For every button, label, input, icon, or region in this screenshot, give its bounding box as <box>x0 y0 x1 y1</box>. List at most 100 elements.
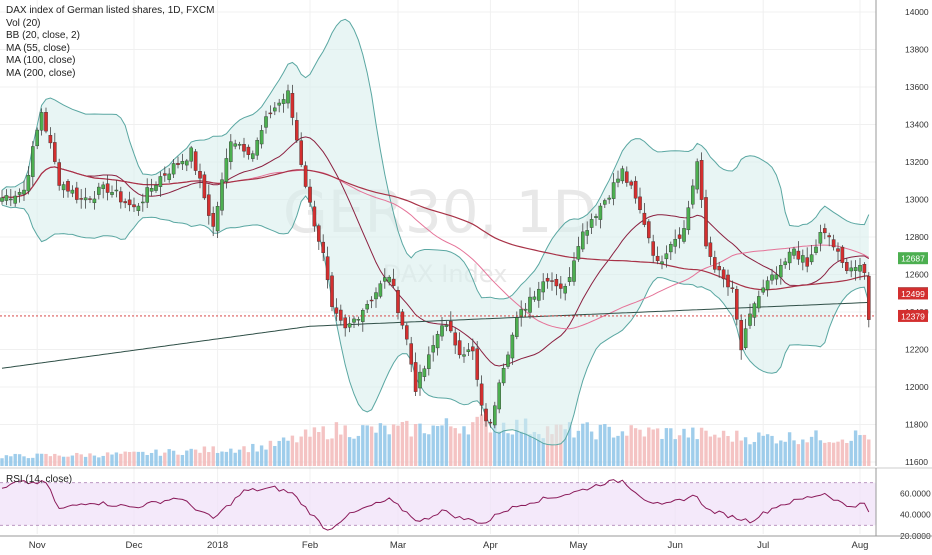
candle-body <box>726 274 730 288</box>
candle-body <box>184 160 189 166</box>
volume-bar <box>61 456 66 466</box>
volume-bar <box>405 420 409 466</box>
volume-bar <box>220 451 224 466</box>
study-bb-label[interactable]: BB (20, close, 2) <box>6 30 80 41</box>
candle-body <box>704 197 708 247</box>
volume-bar <box>422 433 427 466</box>
candle-body <box>849 267 853 272</box>
volume-bar <box>35 453 39 466</box>
candle-body <box>497 382 502 410</box>
volume-bar <box>867 439 871 466</box>
volume-bar <box>163 452 167 466</box>
price-badge <box>898 252 928 265</box>
candle-body <box>273 107 277 112</box>
candle-body <box>823 228 827 234</box>
volume-bar <box>105 452 110 466</box>
volume-bars <box>0 414 871 466</box>
candle-body <box>369 299 374 302</box>
volume-bar <box>396 425 400 466</box>
price-tick-label: 11600 <box>905 457 928 467</box>
candle-body <box>537 288 541 301</box>
candle-body <box>572 260 576 282</box>
candle-body <box>105 183 110 193</box>
volume-bar <box>123 451 127 466</box>
volume-bar <box>39 453 44 466</box>
study-vol-label[interactable]: Vol (20) <box>6 18 40 29</box>
price-badge-label: 12687 <box>901 254 925 264</box>
volume-bar <box>330 438 334 466</box>
volume-bar <box>849 440 853 466</box>
candle-body <box>418 371 422 389</box>
candle-body <box>198 170 202 179</box>
volume-bar <box>308 436 312 466</box>
candle-body <box>510 334 515 359</box>
volume-bar <box>290 435 295 466</box>
volume-bar <box>198 452 202 466</box>
rsi-label[interactable]: RSI (14, close) <box>6 474 72 485</box>
ma200-line <box>1 301 869 369</box>
candle-body <box>730 287 735 289</box>
volume-bar <box>823 442 827 466</box>
candle-body <box>466 349 471 352</box>
study-ma200-label[interactable]: MA (200, close) <box>6 68 75 79</box>
volume-bar <box>717 437 721 466</box>
candle-body <box>405 325 409 340</box>
volume-bar <box>691 427 695 466</box>
candle-body <box>330 275 334 307</box>
candle-body <box>761 287 765 293</box>
candle-body <box>176 163 180 165</box>
volume-bar <box>101 455 105 466</box>
volume-bar <box>193 449 198 466</box>
volume-bar <box>409 436 413 466</box>
candle-body <box>484 408 488 422</box>
volume-bar <box>730 441 735 466</box>
volume-bar <box>79 454 83 466</box>
volume-bar <box>493 424 497 466</box>
candle-body <box>242 144 246 152</box>
candle-body <box>563 286 567 294</box>
candle-body <box>391 278 396 286</box>
bb-fill <box>2 19 869 445</box>
candle-body <box>559 283 563 289</box>
time-tick-label: Jun <box>668 540 683 550</box>
rsi-tick-label: 60.0000 <box>900 488 931 498</box>
candle-body <box>444 324 449 327</box>
volume-bar <box>796 444 801 466</box>
study-ma100-label[interactable]: MA (100, close) <box>6 55 75 66</box>
candle-body <box>255 140 260 156</box>
candle-body <box>611 182 616 199</box>
time-tick-label: Dec <box>126 540 143 550</box>
volume-bar <box>365 425 369 466</box>
volume-bar <box>48 456 53 466</box>
volume-bar <box>471 422 475 466</box>
price-tick-label: 12800 <box>905 232 929 242</box>
candle-body <box>603 200 607 205</box>
volume-bar <box>444 418 449 466</box>
volume-bar <box>53 453 57 466</box>
volume-bar <box>114 452 119 466</box>
volume-bar <box>224 451 229 466</box>
volume-bar <box>413 424 418 466</box>
candle-body <box>669 244 673 253</box>
candle-body <box>356 319 361 321</box>
volume-bar <box>383 425 387 466</box>
study-ma55-label[interactable]: MA (55, close) <box>6 43 70 54</box>
candle-body <box>215 206 220 232</box>
price-badge-label: 12379 <box>901 311 925 321</box>
candle-body <box>532 296 537 300</box>
candle-body <box>202 174 207 199</box>
volume-bar <box>303 429 308 466</box>
candle-body <box>339 309 343 321</box>
candle-body <box>752 303 757 318</box>
candle-body <box>413 362 418 392</box>
volume-bar <box>809 436 814 466</box>
chart-title[interactable]: DAX index of German listed shares, 1D, F… <box>6 5 214 16</box>
volume-bar <box>858 435 862 466</box>
volume-bar <box>369 426 374 466</box>
volume-bar <box>343 425 347 466</box>
candle-body <box>325 256 330 281</box>
volume-bar <box>594 439 598 466</box>
volume-bar <box>57 455 61 466</box>
volume-bar <box>418 423 422 466</box>
